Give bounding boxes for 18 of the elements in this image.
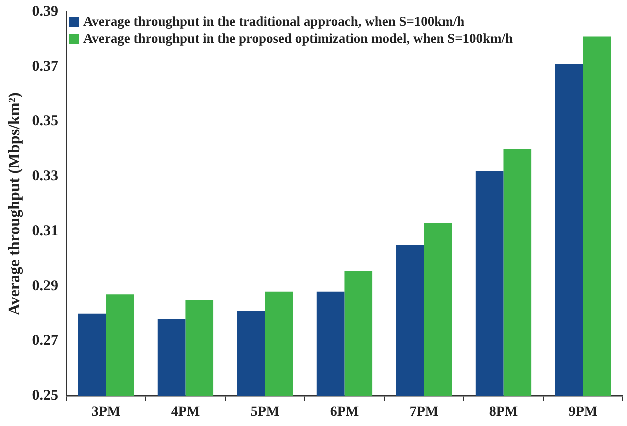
x-tick-label: 8PM xyxy=(489,405,518,420)
y-tick-label: 0.33 xyxy=(32,168,58,185)
x-tick-label: 3PM xyxy=(92,405,121,420)
x-tick-label: 7PM xyxy=(410,405,439,420)
y-tick-label: 0.39 xyxy=(32,4,58,20)
y-tick-label: 0.29 xyxy=(32,278,58,294)
y-tick-label: 0.27 xyxy=(32,333,59,350)
legend-label: Average throughput in the proposed optimization model, when S=100km/h xyxy=(83,30,514,47)
y-tick-label: 0.37 xyxy=(32,58,59,75)
y-tick-label: 0.35 xyxy=(32,114,58,130)
x-tick-label: 6PM xyxy=(330,405,360,420)
y-tick-label: 0.31 xyxy=(32,223,58,240)
legend-label: Average throughput in the traditional approach, when S=100km/h xyxy=(83,13,465,30)
x-tick-label: 5PM xyxy=(250,405,280,420)
y-axis-title: Average throughput (Mbps/km²) xyxy=(6,92,24,316)
x-tick-label: 4PM xyxy=(171,405,200,420)
x-tick-label: 9PM xyxy=(568,405,598,420)
y-tick-label: 0.25 xyxy=(32,388,58,404)
